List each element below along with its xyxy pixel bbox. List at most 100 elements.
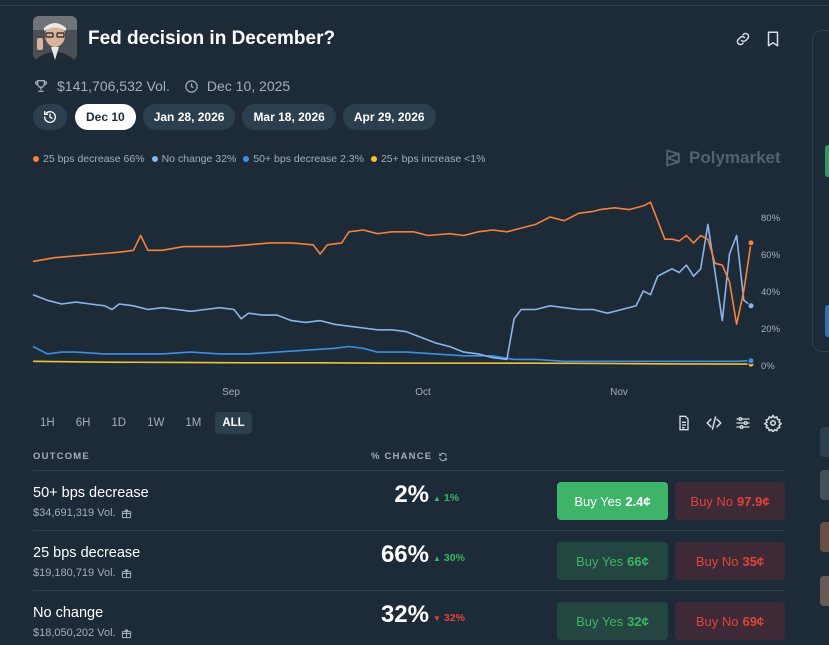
series-endpoint [747,302,755,310]
outcome-row-no-change[interactable]: No change $18,050,202 Vol. 32% ▼ 32% Buy … [33,591,785,645]
edge-avatar [820,522,829,552]
panel-button-edge[interactable] [825,305,829,337]
edge-tab[interactable] [820,427,829,457]
history-button[interactable] [33,104,67,130]
y-tick-label: 20% [761,324,781,335]
column-header-chance-label: % CHANCE [371,451,433,462]
outcome-name: 25 bps decrease [33,545,141,561]
y-tick-label: 60% [761,250,781,261]
document-icon[interactable] [676,414,694,432]
date-tab-dec-10[interactable]: Dec 10 [75,104,136,130]
column-header-outcome: OUTCOME [33,451,90,462]
outcome-chance: 66% [380,541,429,568]
history-icon [44,111,56,123]
legend-label: No change 32% [161,153,237,165]
outcome-volume: $34,691,319 Vol. [33,507,132,519]
column-header-chance[interactable]: % CHANCE [371,451,448,462]
legend-item: 25 bps decrease 66% [33,153,145,165]
legend-dot [370,156,377,162]
outcome-chance: 2% [394,481,429,508]
legend-dot [243,156,250,162]
series-endpoint [747,239,755,247]
range-all[interactable]: ALL [215,412,252,434]
row-divider [33,590,785,591]
link-icon[interactable] [734,30,752,48]
range-6h[interactable]: 6H [75,417,91,429]
row-divider [33,470,785,471]
outcome-row-50-bps-decrease[interactable]: 50+ bps decrease $34,691,319 Vol. 2% ▲ 1%… [33,471,785,529]
series-line-25-bps-increase [32,360,752,365]
chart-legend: 25 bps decrease 66% No change 32% 50+ bp… [33,153,492,165]
outcome-volume: $19,180,719 Vol. [33,567,132,579]
outcome-chance: 32% [380,601,429,628]
market-end-date: Dec 10, 2025 [206,78,291,94]
date-tab-mar-18[interactable]: Mar 18, 2026 [242,104,336,130]
down-arrow-icon: ▼ [433,613,441,623]
x-tick-label: Sep [222,387,240,398]
settings-gear-icon[interactable] [763,414,783,434]
trophy-icon [34,80,48,92]
brand-name: Polymarket [689,148,781,167]
y-tick-label: 40% [761,287,781,298]
outcome-change: ▲ 1% [433,492,460,504]
range-1m[interactable]: 1M [185,417,202,429]
buy-yes-button[interactable]: Buy Yes 32¢ [557,602,668,640]
market-avatar [33,16,77,60]
date-tabs: Dec 10 Jan 28, 2026 Mar 18, 2026 Apr 29,… [33,104,443,130]
buy-yes-button[interactable]: Buy Yes 66¢ [557,542,668,580]
legend-item: 25+ bps increase <1% [370,153,486,165]
panel-yes-edge[interactable] [825,145,829,177]
buy-no-button[interactable]: Buy No 69¢ [675,602,785,640]
range-1h[interactable]: 1H [40,417,55,429]
outcome-row-25-bps-decrease[interactable]: 25 bps decrease $19,180,719 Vol. 66% ▲ 30… [33,531,785,589]
market-header: Fed decision in December? [33,16,793,62]
gift-icon [121,628,131,638]
up-arrow-icon: ▲ [433,493,441,503]
market-volume: $141,706,532 Vol. [57,78,170,94]
legend-label: 25+ bps increase <1% [380,153,486,165]
y-tick-label: 0% [761,361,775,372]
gift-icon [121,508,131,518]
sliders-icon[interactable] [735,414,753,432]
outcome-name: 50+ bps decrease [33,485,149,501]
date-tab-jan-28[interactable]: Jan 28, 2026 [142,104,236,130]
time-range-selector: 1H 6H 1D 1W 1M ALL [33,412,259,434]
market-meta: $141,706,532 Vol. Dec 10, 2025 [33,76,290,96]
bookmark-icon[interactable] [764,30,782,48]
buy-yes-button[interactable]: Buy Yes 2.4¢ [557,482,668,520]
buy-no-button[interactable]: Buy No 35¢ [675,542,785,580]
up-arrow-icon: ▲ [433,553,441,563]
legend-dot [151,156,158,162]
range-1d[interactable]: 1D [111,417,127,429]
polymarket-watermark: Polymarket [663,148,781,168]
x-tick-label: Oct [415,387,431,398]
legend-item: No change 32% [151,153,237,165]
row-divider [33,530,785,531]
refresh-icon[interactable] [438,452,448,462]
polymarket-logo-icon [666,149,680,167]
outcome-change: ▼ 32% [433,612,465,624]
edge-avatar [820,470,829,500]
legend-item: 50+ bps decrease 2.3% [243,153,364,165]
page-title: Fed decision in December? [88,28,336,49]
series-line-no-change [32,223,752,361]
outcome-volume: $18,050,202 Vol. [33,627,132,639]
embed-code-icon[interactable] [705,414,723,432]
range-1w[interactable]: 1W [147,417,165,429]
top-divider [0,0,829,6]
clock-icon [185,79,198,93]
legend-label: 50+ bps decrease 2.3% [253,153,364,165]
outcome-name: No change [33,605,104,621]
legend-dot [33,156,39,162]
price-chart[interactable]: 80% 60% 40% 20% 0% Sep Oct Nov [0,185,800,400]
y-tick-label: 80% [761,213,781,224]
date-tab-apr-29[interactable]: Apr 29, 2026 [342,104,436,130]
series-line-25-bps-decrease [32,201,752,326]
outcome-change: ▲ 30% [433,552,465,564]
gift-icon [121,568,131,578]
trade-panel-edge [812,30,829,352]
edge-avatar [820,576,829,606]
legend-label: 25 bps decrease 66% [43,153,145,165]
x-tick-label: Nov [610,387,628,398]
buy-no-button[interactable]: Buy No 97.9¢ [675,482,785,520]
